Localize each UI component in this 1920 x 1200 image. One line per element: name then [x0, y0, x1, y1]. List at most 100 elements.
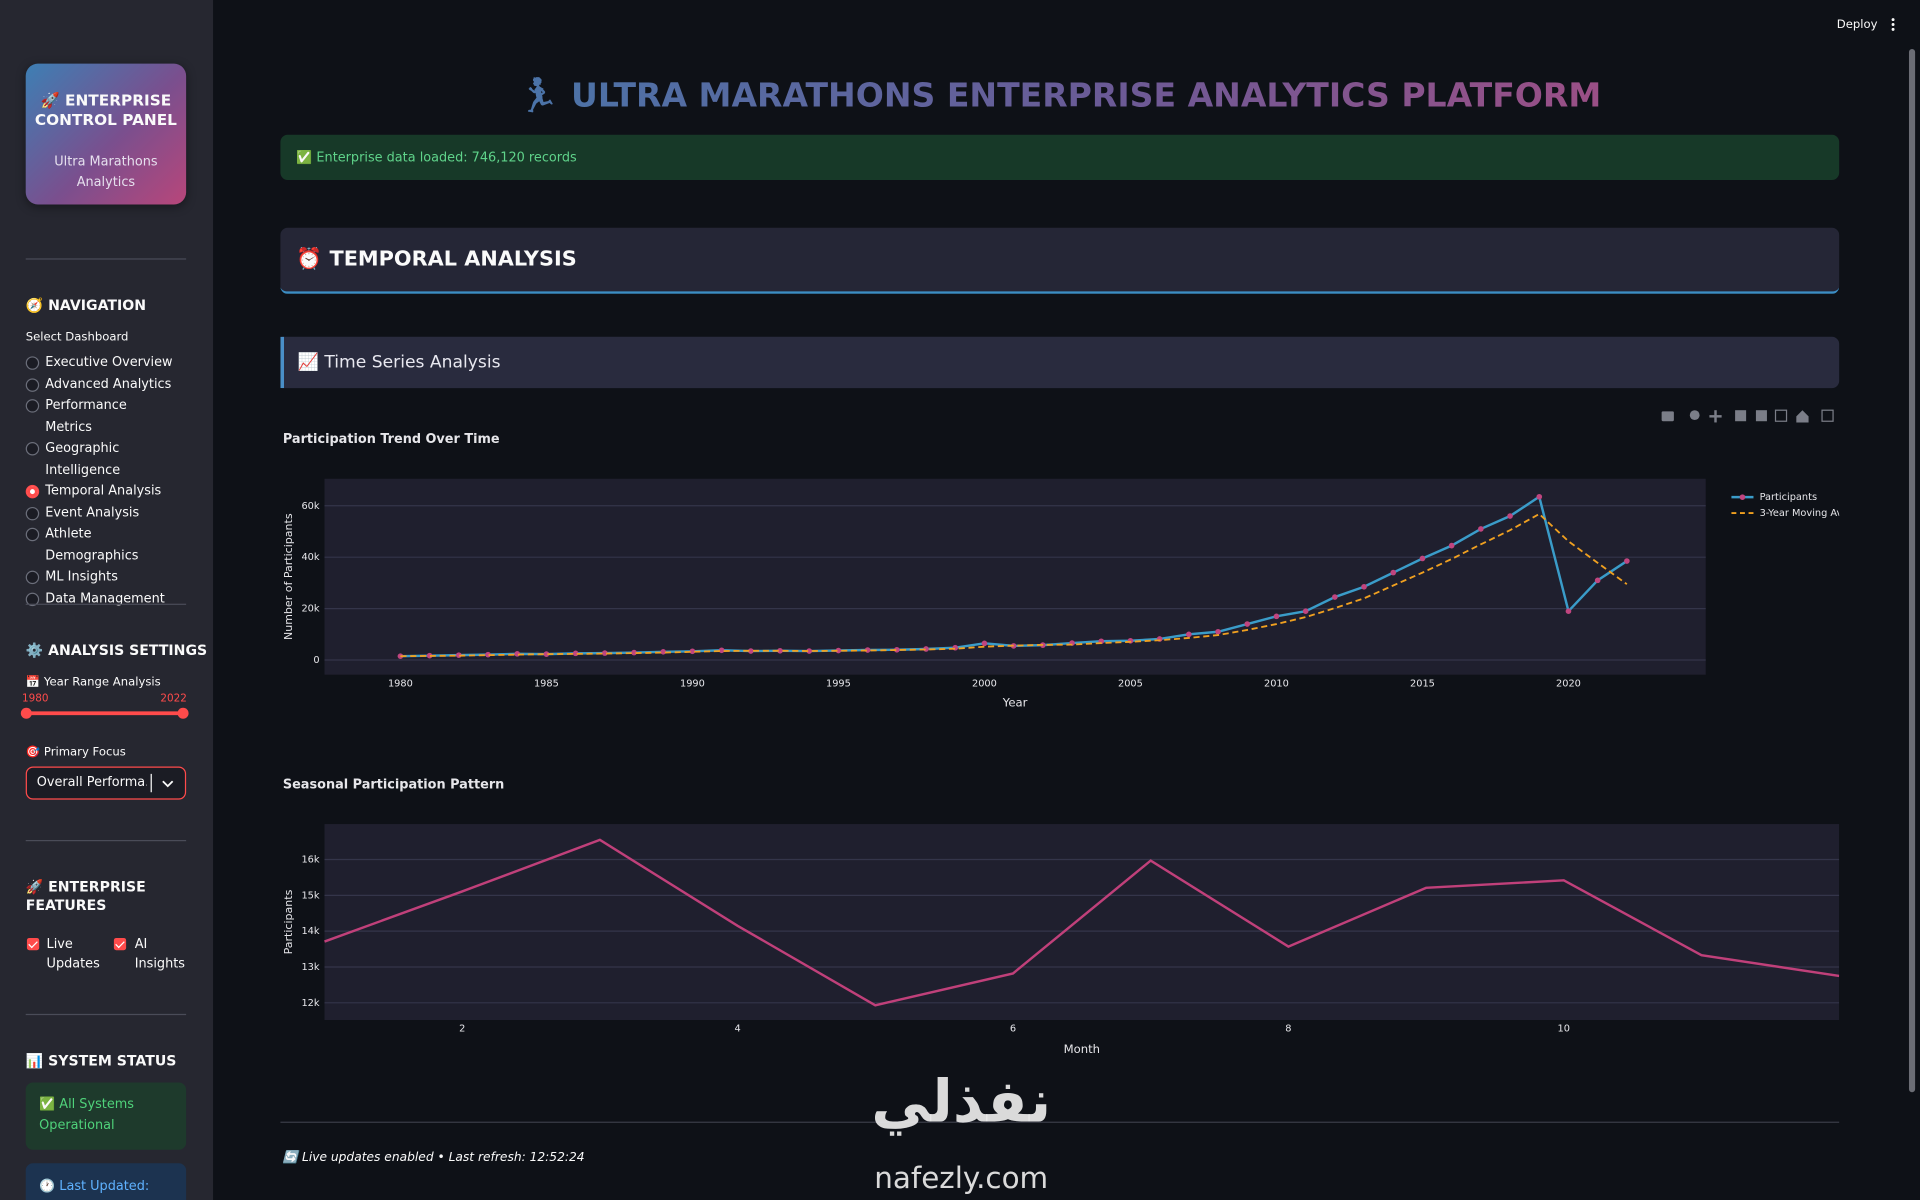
divider — [25, 1013, 187, 1016]
y-tick-label: 14k — [301, 926, 319, 937]
x-tick-label: 2005 — [1118, 678, 1143, 689]
point — [1507, 513, 1513, 519]
dashboard-option[interactable]: Athlete Demographics — [25, 524, 173, 567]
slider-handle[interactable] — [20, 707, 32, 719]
radio[interactable] — [25, 484, 40, 499]
x-tick-label: 1980 — [388, 678, 413, 689]
page-title: 🏃 ULTRA MARATHONS ENTERPRISE ANALYTICS P… — [280, 76, 1839, 115]
radio[interactable] — [25, 592, 40, 606]
x-tick-label: 1985 — [534, 678, 559, 689]
subsection-text: 📈 Time Series Analysis — [297, 352, 501, 373]
legend-marker — [1739, 494, 1746, 500]
chart-toolbar — [1661, 409, 1834, 423]
x-tick-label: 1990 — [680, 678, 705, 689]
slider-handle[interactable] — [177, 707, 189, 719]
year-max: 2022 — [160, 693, 187, 706]
x-tick-label: 10 — [1558, 1024, 1570, 1035]
radio[interactable] — [25, 506, 40, 520]
point — [1478, 526, 1484, 532]
point — [718, 647, 725, 654]
focus-label: 🎯 Primary Focus — [25, 745, 126, 760]
plot-area — [324, 478, 1706, 675]
point — [835, 647, 842, 654]
watermark: نفذلي — [871, 1067, 1052, 1137]
footer-text: 🔄 Live updates enabled • Last refresh: 1… — [282, 1151, 585, 1165]
radio[interactable] — [25, 527, 40, 542]
y-axis-label: Number of Participants — [282, 513, 295, 640]
radio[interactable] — [25, 356, 40, 370]
dashboard-option[interactable]: Data Management — [25, 588, 173, 609]
scrollbar[interactable] — [1908, 48, 1916, 1093]
trend-chart: Participation Trend Over Time 0 20k 40k 60k 1… — [282, 432, 1840, 709]
y-tick-label: 12k — [301, 998, 319, 1009]
x-tick-label: 8 — [1285, 1024, 1291, 1035]
radio[interactable] — [25, 570, 40, 585]
status-text: ✅ All Systems Operational — [39, 1097, 134, 1133]
dashboard-option[interactable]: Executive Overview — [25, 353, 173, 374]
divider — [280, 1121, 1840, 1123]
x-tick-label: 4 — [734, 1024, 740, 1035]
point — [1361, 583, 1367, 590]
point — [806, 648, 813, 654]
year-label: 📅 Year Range Analysis — [25, 675, 161, 690]
sidebar: 🚀 ENTERPRISE CONTROL PANEL Ultra Maratho… — [0, 0, 214, 1200]
point — [1448, 542, 1455, 549]
separator — [150, 773, 152, 793]
point — [631, 649, 637, 656]
option-label: Geographic Intelligence — [45, 440, 121, 477]
legend-label: 3-Year Moving Avg — [1760, 508, 1840, 519]
dashboard-option[interactable]: Performance Metrics — [25, 396, 173, 439]
radio[interactable] — [25, 399, 40, 413]
point — [1244, 621, 1251, 627]
dashboard-option[interactable]: Temporal Analysis — [25, 481, 173, 502]
option-label: Data Management — [45, 590, 165, 606]
radio[interactable] — [25, 377, 40, 392]
x-axis-label: Year — [1002, 695, 1028, 709]
x-tick-label: 2010 — [1264, 678, 1289, 689]
point — [981, 640, 988, 647]
series-line — [400, 512, 1628, 658]
checkbox[interactable] — [26, 937, 40, 951]
divider — [25, 840, 187, 842]
point — [426, 652, 433, 659]
updated-box: 🕐 Last Updated: 2025- — [25, 1163, 187, 1200]
section-header: ⏰ TEMPORAL ANALYSIS — [280, 227, 1840, 294]
point — [602, 650, 608, 656]
radio[interactable] — [25, 442, 40, 456]
option-label: Executive Overview — [45, 355, 173, 370]
feature-label: Live Updates — [46, 936, 100, 972]
slider-track[interactable] — [25, 711, 183, 716]
dashboard-options: Executive Overview Advanced Analytics Perf… — [25, 353, 173, 610]
dashboard-option[interactable]: Advanced Analytics — [25, 374, 173, 395]
point — [1215, 628, 1221, 635]
menu-icon[interactable] — [1889, 17, 1896, 32]
option-label: Athlete Demographics — [45, 526, 139, 563]
point — [1332, 594, 1338, 600]
point — [748, 648, 754, 654]
point — [1419, 555, 1426, 562]
point — [1565, 608, 1572, 615]
updated-text: 🕐 Last Updated: 2025- — [39, 1179, 150, 1194]
chart-title: Seasonal Participation Pattern — [283, 777, 504, 792]
divider — [25, 603, 187, 605]
deploy-button[interactable]: Deploy — [1836, 18, 1878, 32]
checkbox[interactable] — [113, 937, 127, 951]
plot-area — [324, 824, 1840, 1020]
x-axis-label: Month — [1064, 1042, 1100, 1056]
point — [1594, 577, 1601, 584]
point — [1186, 631, 1192, 638]
point — [894, 646, 900, 653]
point — [397, 653, 404, 659]
dashboard-option[interactable]: ML Insights — [25, 567, 173, 588]
dashboard-option[interactable]: Event Analysis — [25, 503, 173, 524]
section-text: ⏰ TEMPORAL ANALYSIS — [296, 247, 577, 272]
toolbar-icons[interactable] — [1661, 409, 1834, 423]
point — [455, 652, 462, 658]
y-tick-label: 13k — [301, 962, 319, 973]
feature-label: AI Insights — [134, 936, 185, 972]
point — [689, 648, 696, 655]
dashboard-option[interactable]: Geographic Intelligence — [25, 438, 173, 481]
focus-select[interactable]: Overall Performa… — [25, 766, 187, 800]
point — [1302, 608, 1309, 615]
